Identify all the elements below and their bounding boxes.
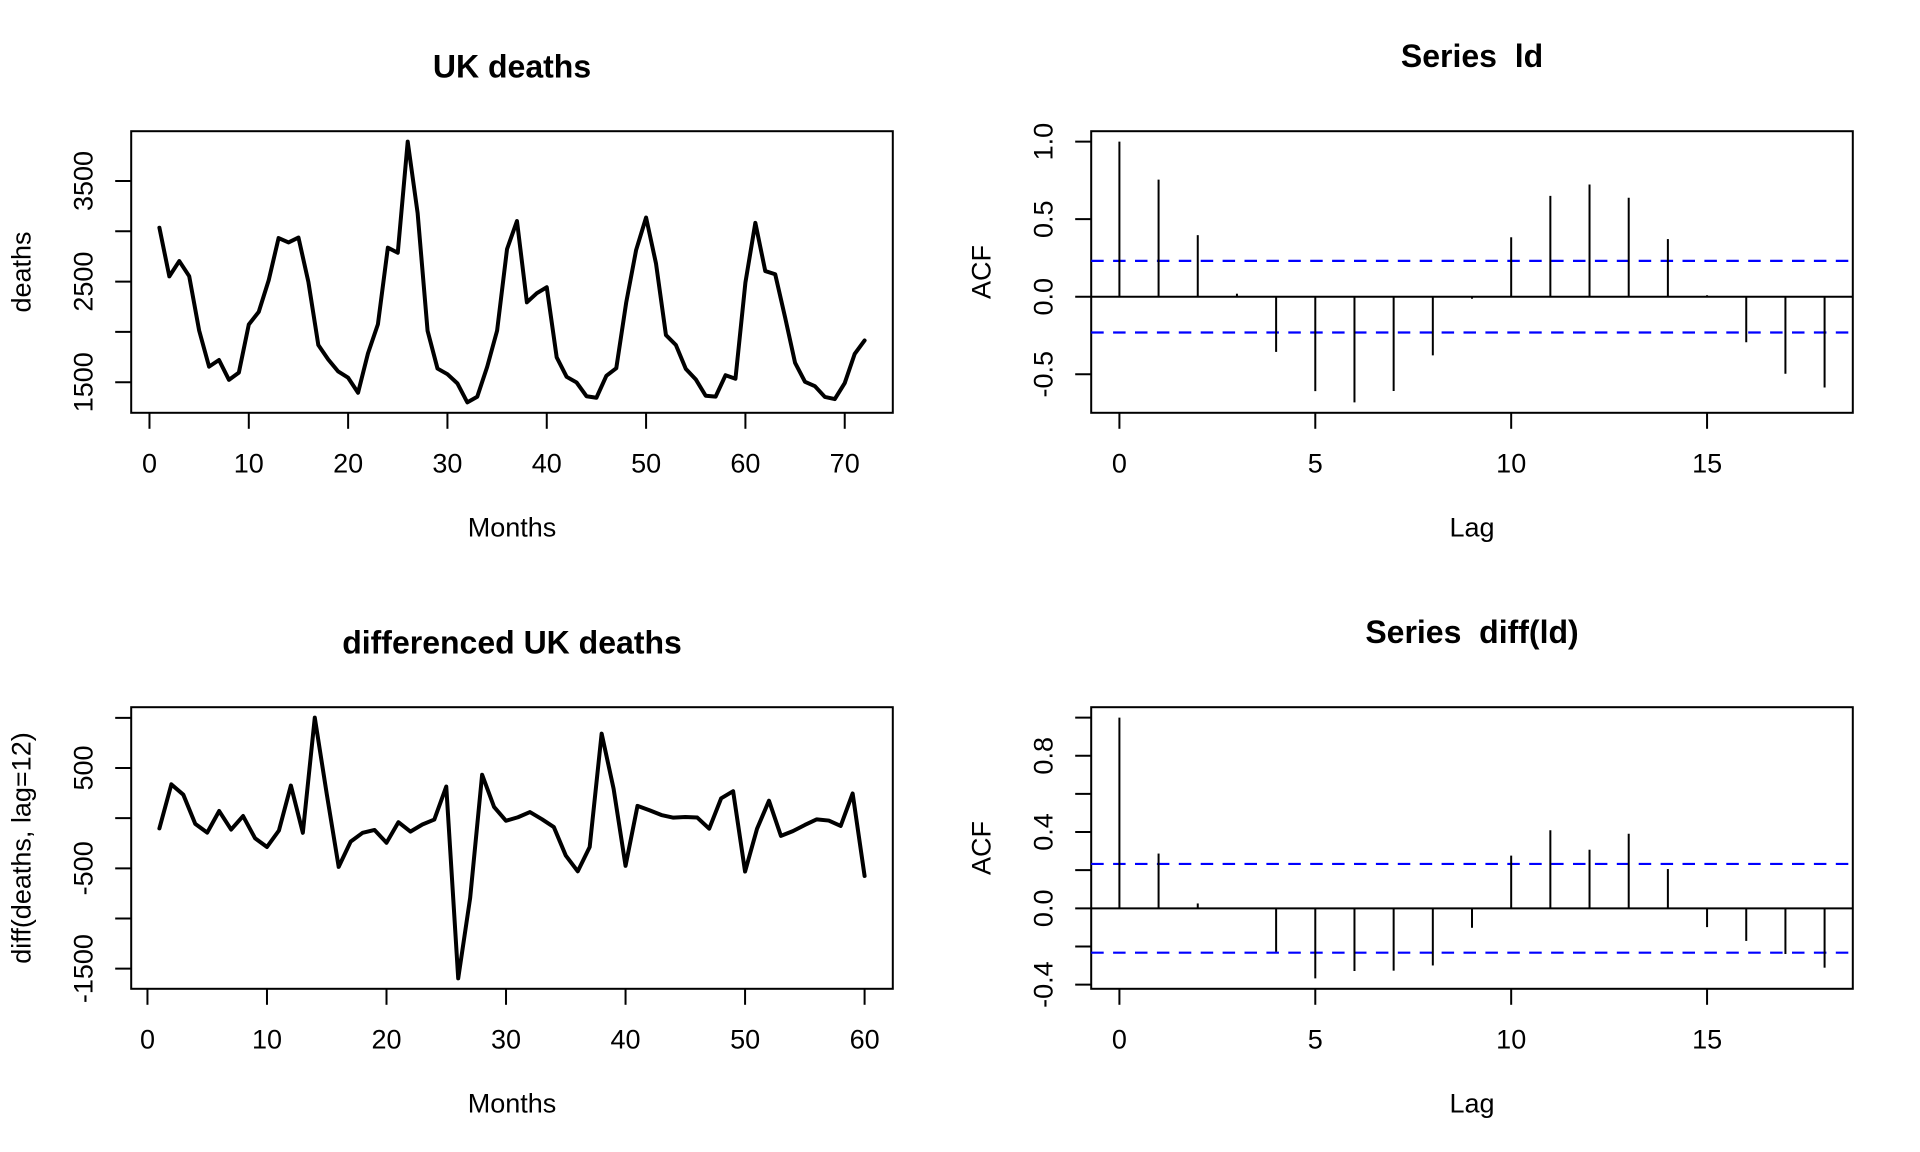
svg-text:Lag: Lag (1449, 1089, 1494, 1119)
svg-text:60: 60 (850, 1025, 880, 1055)
svg-text:diff(deaths, lag=12): diff(deaths, lag=12) (7, 732, 37, 963)
svg-text:20: 20 (333, 449, 363, 479)
svg-text:50: 50 (631, 449, 661, 479)
svg-text:1500: 1500 (69, 352, 99, 412)
svg-text:deaths: deaths (7, 231, 37, 312)
svg-text:Months: Months (468, 1089, 557, 1119)
svg-text:ACF: ACF (967, 821, 997, 875)
svg-text:Months: Months (468, 513, 557, 543)
svg-text:UK deaths: UK deaths (433, 49, 591, 85)
svg-text:differenced UK deaths: differenced UK deaths (342, 625, 682, 661)
svg-text:0.4: 0.4 (1029, 813, 1059, 851)
svg-text:15: 15 (1692, 1025, 1722, 1055)
svg-text:20: 20 (371, 1025, 401, 1055)
svg-text:1.0: 1.0 (1029, 123, 1059, 161)
svg-text:0: 0 (140, 1025, 155, 1055)
svg-text:Lag: Lag (1449, 513, 1494, 543)
svg-text:-0.4: -0.4 (1029, 961, 1059, 1008)
svg-text:15: 15 (1692, 449, 1722, 479)
svg-text:5: 5 (1308, 449, 1323, 479)
svg-text:30: 30 (491, 1025, 521, 1055)
svg-text:60: 60 (730, 449, 760, 479)
svg-text:30: 30 (432, 449, 462, 479)
svg-text:Series diff(ld): Series diff(ld) (1365, 614, 1578, 650)
svg-text:-0.5: -0.5 (1029, 351, 1059, 398)
svg-text:40: 40 (610, 1025, 640, 1055)
svg-text:0.0: 0.0 (1029, 890, 1059, 928)
svg-text:10: 10 (234, 449, 264, 479)
svg-text:70: 70 (830, 449, 860, 479)
svg-text:5: 5 (1308, 1025, 1323, 1055)
svg-text:40: 40 (532, 449, 562, 479)
svg-text:10: 10 (1496, 1025, 1526, 1055)
svg-text:-500: -500 (69, 841, 99, 895)
svg-text:3500: 3500 (69, 151, 99, 211)
svg-text:500: 500 (69, 745, 99, 790)
svg-text:ACF: ACF (967, 245, 997, 299)
svg-text:0.8: 0.8 (1029, 737, 1059, 775)
svg-text:0: 0 (1112, 1025, 1127, 1055)
svg-text:2500: 2500 (69, 252, 99, 312)
svg-text:0.0: 0.0 (1029, 278, 1059, 316)
svg-text:0.5: 0.5 (1029, 200, 1059, 238)
svg-text:10: 10 (1496, 449, 1526, 479)
svg-text:-1500: -1500 (69, 934, 99, 1003)
svg-text:50: 50 (730, 1025, 760, 1055)
svg-text:Series ld: Series ld (1401, 38, 1543, 74)
svg-text:10: 10 (252, 1025, 282, 1055)
svg-text:0: 0 (1112, 449, 1127, 479)
svg-text:0: 0 (142, 449, 157, 479)
